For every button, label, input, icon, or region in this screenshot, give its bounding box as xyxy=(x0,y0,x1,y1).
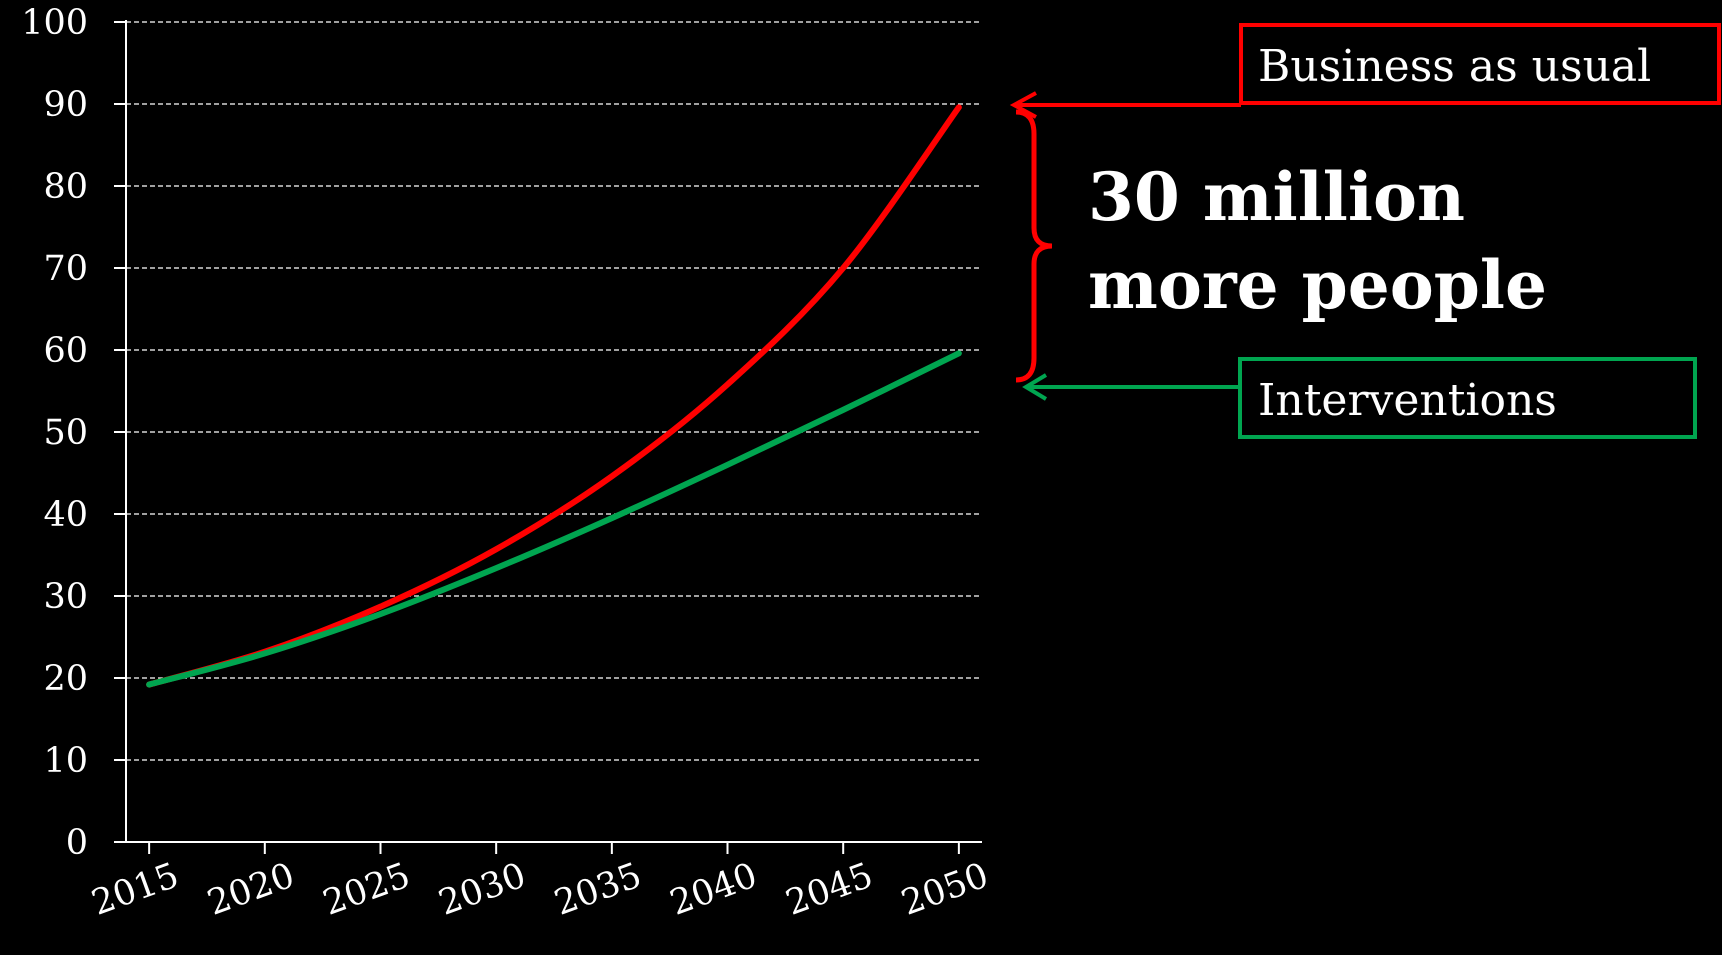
y-tick-80: 80 xyxy=(43,167,88,207)
x-tick-2030: 2030 xyxy=(434,856,531,924)
x-tick-2040: 2040 xyxy=(665,856,762,924)
y-tick-20: 20 xyxy=(43,659,88,699)
interventions-arrow-head xyxy=(1022,373,1048,401)
x-tick-2015: 2015 xyxy=(87,856,184,924)
bau-label-box xyxy=(1239,23,1721,105)
gridlines xyxy=(126,21,982,761)
x-tick-2045: 2045 xyxy=(781,856,878,924)
headline-line-1: 30 million xyxy=(1088,158,1465,236)
axes xyxy=(114,20,982,854)
x-tick-2025: 2025 xyxy=(318,856,415,924)
x-tick-2020: 2020 xyxy=(202,856,299,924)
y-tick-70: 70 xyxy=(43,249,88,289)
y-tick-0: 0 xyxy=(66,823,88,863)
bau-arrow xyxy=(1009,91,1241,119)
series-line-business-as-usual xyxy=(146,104,962,688)
x-tick-labels: 2015 2020 2025 2030 2035 2040 2045 2050 xyxy=(87,856,994,924)
x-tick-2035: 2035 xyxy=(549,856,646,924)
y-tick-90: 90 xyxy=(43,85,88,125)
interventions-label: Interventions xyxy=(1258,375,1557,426)
y-tick-60: 60 xyxy=(43,331,88,371)
headline-line-2: more people xyxy=(1088,246,1547,324)
interventions-arrow xyxy=(1022,373,1240,401)
y-tick-50: 50 xyxy=(43,413,88,453)
bau-label: Business as usual xyxy=(1258,41,1651,92)
y-tick-40: 40 xyxy=(43,495,88,535)
y-tick-10: 10 xyxy=(43,741,88,781)
y-tick-30: 30 xyxy=(43,577,88,617)
x-tick-2050: 2050 xyxy=(896,856,993,924)
series-lines xyxy=(146,104,962,688)
interventions-label-box xyxy=(1238,357,1697,439)
series-line-interventions xyxy=(146,350,962,688)
bau-arrow-head xyxy=(1009,91,1037,119)
y-tick-100: 100 xyxy=(21,3,88,43)
annotations: Business as usual Interventions 30 milli… xyxy=(1009,23,1721,439)
y-tick-labels: 0 10 20 30 40 50 60 70 80 90 100 xyxy=(21,3,88,863)
difference-brace xyxy=(1015,109,1053,383)
